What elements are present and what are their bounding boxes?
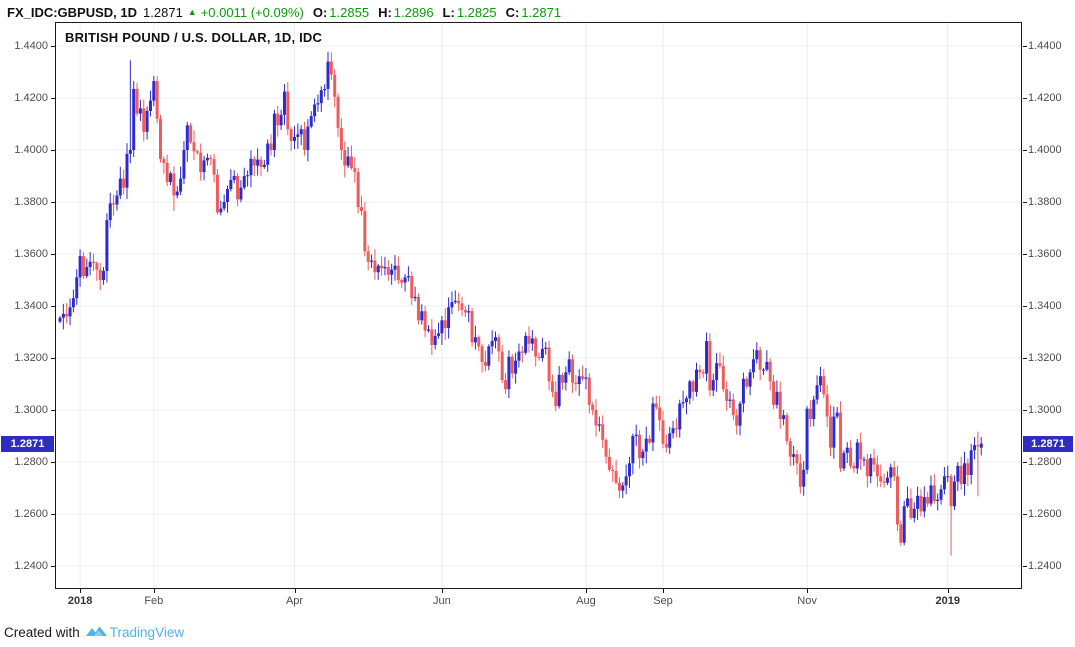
symbol-name: FX_IDC:GBPUSD, 1D [7, 4, 138, 20]
y-axis-label-right: 1.3200 [1028, 352, 1062, 364]
y-axis-label-left: 1.2600 [14, 508, 48, 520]
y-axis-label-left: 1.4400 [14, 40, 48, 52]
y-axis-tick [1023, 306, 1027, 307]
y-axis-tick [51, 462, 55, 463]
y-axis-label-right: 1.3600 [1028, 248, 1062, 260]
grid-lines [56, 23, 1021, 588]
y-axis-label-left: 1.2400 [14, 560, 48, 572]
y-axis-tick [1023, 514, 1027, 515]
y-axis-label-left: 1.4000 [14, 144, 48, 156]
y-axis-tick [1023, 358, 1027, 359]
created-with-text: Created with [4, 624, 80, 640]
low-value: 1.2825 [456, 4, 497, 20]
y-axis-tick [51, 566, 55, 567]
y-axis-tick [51, 358, 55, 359]
x-axis-tick [441, 589, 443, 593]
open-value: 1.2855 [329, 4, 370, 20]
y-axis-tick [1023, 462, 1027, 463]
price-change: +0.0011 (+0.09%) [200, 4, 304, 20]
x-axis-label: Feb [144, 595, 164, 607]
y-axis-tick [51, 98, 55, 99]
current-price-badge-left: 1.2871 [1, 435, 54, 452]
x-axis-label: Jun [433, 595, 451, 607]
y-axis-label-left: 1.3200 [14, 352, 48, 364]
candles [58, 51, 983, 556]
y-axis-label-left: 1.4200 [14, 92, 48, 104]
y-axis-tick [1023, 410, 1027, 411]
y-axis-tick [1023, 202, 1027, 203]
x-axis-tick [947, 589, 949, 593]
y-axis-label-left: 1.3600 [14, 248, 48, 260]
x-axis-label: Sep [653, 595, 673, 607]
x-axis-label: Apr [285, 595, 304, 607]
y-axis-label-right: 1.2600 [1028, 508, 1062, 520]
candlestick-chart [56, 23, 1021, 588]
price-up-arrow-icon: ▲ [187, 7, 197, 17]
x-axis-label: Nov [797, 595, 817, 607]
tradingview-logo-icon[interactable] [85, 623, 107, 642]
y-axis-tick [1023, 150, 1027, 151]
last-price: 1.2871 [143, 4, 183, 20]
close-value: 1.2871 [521, 4, 562, 20]
x-axis-tick [807, 589, 809, 593]
x-axis-tick [80, 589, 82, 593]
low-label: L: [442, 4, 455, 20]
y-axis-label-right: 1.2400 [1028, 560, 1062, 572]
high-value: 1.2896 [393, 4, 434, 20]
symbol-legend[interactable]: FX_IDC:GBPUSD, 1D 1.2871 ▲ +0.0011 (+0.0… [7, 4, 561, 20]
close-label: C: [505, 4, 520, 20]
open-label: O: [312, 4, 328, 20]
y-axis-label-left: 1.2800 [14, 456, 48, 468]
current-price-badge-right: 1.2871 [1023, 435, 1073, 452]
x-axis-tick [153, 589, 155, 593]
y-axis-tick [51, 150, 55, 151]
y-axis-label-right: 1.3800 [1028, 196, 1062, 208]
y-axis-tick [1023, 46, 1027, 47]
y-axis-tick [51, 254, 55, 255]
x-axis-label: Aug [576, 595, 596, 607]
y-axis-tick [51, 514, 55, 515]
y-axis-tick [1023, 566, 1027, 567]
y-axis-tick [51, 202, 55, 203]
y-axis-label-right: 1.4000 [1028, 144, 1062, 156]
attribution: Created with TradingView [4, 622, 184, 642]
y-axis-tick [51, 410, 55, 411]
y-axis-label-right: 1.3400 [1028, 300, 1062, 312]
y-axis-label-right: 1.4400 [1028, 40, 1062, 52]
tradingview-brand-link[interactable]: TradingView [109, 624, 185, 640]
high-label: H: [378, 4, 392, 20]
chart-plot-area[interactable] [55, 22, 1022, 589]
y-axis-tick [51, 306, 55, 307]
y-axis-label-right: 1.4200 [1028, 92, 1062, 104]
y-axis-label-left: 1.3000 [14, 404, 48, 416]
y-axis-tick [1023, 254, 1027, 255]
y-axis-tick [51, 46, 55, 47]
y-axis-label-left: 1.3400 [14, 300, 48, 312]
y-axis-label-left: 1.3800 [14, 196, 48, 208]
x-axis-tick [585, 589, 587, 593]
x-axis-tick [294, 589, 296, 593]
x-axis-label: 2019 [935, 595, 960, 607]
y-axis-label-right: 1.2800 [1028, 456, 1062, 468]
y-axis-tick [1023, 98, 1027, 99]
y-axis-label-right: 1.3000 [1028, 404, 1062, 416]
x-axis-label: 2018 [67, 595, 93, 607]
x-axis-tick [663, 589, 664, 593]
chart-title: BRITISH POUND / U.S. DOLLAR, 1D, IDC [65, 30, 323, 45]
